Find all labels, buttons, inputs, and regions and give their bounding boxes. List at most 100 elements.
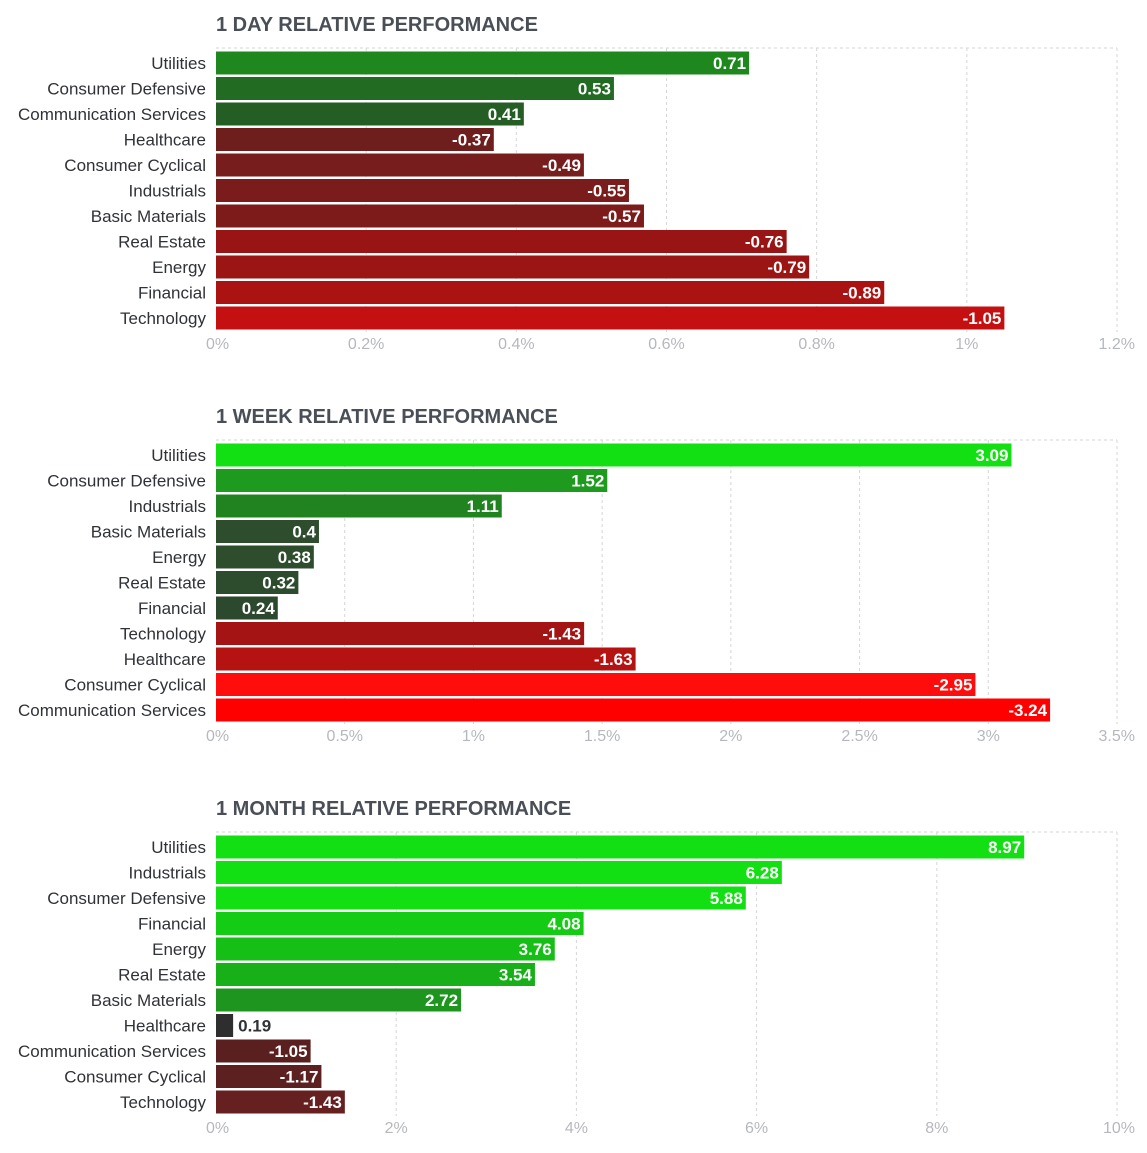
category-label: Real Estate [118,233,206,252]
bar-value-label: -1.63 [594,650,633,669]
bar-value-label: 3.09 [975,446,1008,465]
bar-value-label: 0.32 [262,574,295,593]
category-label: Technology [120,625,207,644]
bar-value-label: -2.95 [934,676,973,695]
bar[interactable] [216,255,810,279]
category-label: Industrials [129,864,206,883]
bar[interactable] [216,77,614,100]
category-label: Consumer Cyclical [64,1068,206,1087]
category-label: Basic Materials [91,523,206,542]
category-label: Energy [152,940,206,959]
x-tick-label: 0.6% [648,336,684,353]
x-tick-label: 3% [977,728,1000,745]
bar[interactable] [216,1039,311,1063]
bar[interactable] [216,622,585,645]
category-label: Real Estate [118,966,206,985]
bar[interactable] [216,153,584,177]
category-label: Utilities [151,838,206,857]
chart-panel: 1 MONTH RELATIVE PERFORMANCE 0% 2% 4% 6% 8% 10… [18,798,1135,1137]
bar[interactable] [216,861,782,884]
bar[interactable] [216,102,524,126]
chart-panel: 1 WEEK RELATIVE PERFORMANCE 0% 0.5% 1% 1.5% 2… [18,406,1135,745]
bar[interactable] [216,1014,234,1037]
bar[interactable] [216,571,299,594]
category-label: Healthcare [124,650,206,669]
bar-value-label: 0.4 [292,523,316,542]
bar-value-label: -1.05 [963,309,1002,328]
bar[interactable] [216,596,278,620]
category-label: Communication Services [18,105,206,124]
x-tick-label: 1% [462,728,485,745]
bar[interactable] [216,128,494,151]
category-label: Technology [120,309,207,328]
bar-value-label: 0.38 [278,548,311,567]
category-label: Consumer Defensive [47,889,206,908]
bar[interactable] [216,520,319,543]
bar-value-label: 6.28 [746,864,779,883]
x-tick-label: 3.5% [1099,728,1135,745]
bar[interactable] [216,673,976,696]
category-label: Communication Services [18,701,206,720]
bar[interactable] [216,179,629,202]
chart-title: 1 DAY RELATIVE PERFORMANCE [216,14,538,36]
bar-value-label: -0.37 [452,131,491,150]
bar[interactable] [216,469,608,492]
bar[interactable] [216,204,644,228]
category-label: Energy [152,258,206,277]
bar[interactable] [216,545,314,569]
category-label: Consumer Defensive [47,472,206,491]
category-label: Industrials [129,497,206,516]
bar-value-label: 0.19 [238,1017,271,1036]
x-tick-label: 0.8% [798,336,834,353]
x-tick-label: 0% [206,1120,229,1137]
bar-value-label: 0.41 [488,105,521,124]
bar[interactable] [216,230,787,253]
category-label: Financial [138,599,206,618]
x-tick-label: 1.2% [1099,336,1135,353]
bar-value-label: -0.89 [842,284,881,303]
bar-value-label: -0.55 [587,182,626,201]
bar[interactable] [216,912,584,935]
bar-value-label: -0.57 [602,207,641,226]
x-tick-label: 4% [565,1120,588,1137]
x-tick-label: 0.4% [498,336,534,353]
bar[interactable] [216,835,1025,859]
bar-value-label: 1.52 [571,472,604,491]
bar-value-label: 0.53 [578,80,611,99]
bar-value-label: -0.76 [745,233,784,252]
bar[interactable] [216,51,750,75]
category-label: Financial [138,284,206,303]
category-label: Consumer Cyclical [64,676,206,695]
bar-value-label: 0.71 [713,54,746,73]
x-tick-label: 6% [745,1120,768,1137]
bar-value-label: 5.88 [710,889,743,908]
bar-value-label: -0.79 [767,258,806,277]
category-label: Communication Services [18,1042,206,1061]
chart-title: 1 MONTH RELATIVE PERFORMANCE [216,798,571,820]
bar[interactable] [216,698,1051,722]
bar[interactable] [216,443,1012,467]
bar[interactable] [216,494,502,518]
bar[interactable] [216,1090,345,1114]
category-label: Healthcare [124,1017,206,1036]
bar-value-label: -0.49 [542,156,581,175]
category-label: Healthcare [124,131,206,150]
bar[interactable] [216,647,636,671]
x-tick-label: 0% [206,728,229,745]
category-label: Basic Materials [91,207,206,226]
bar[interactable] [216,306,1005,330]
bar[interactable] [216,988,462,1012]
bar-value-label: 3.76 [519,940,552,959]
bar[interactable] [216,281,885,304]
bar[interactable] [216,886,746,910]
x-tick-label: 1% [955,336,978,353]
bar[interactable] [216,963,535,986]
bar[interactable] [216,1065,322,1088]
bar-value-label: 8.97 [988,838,1021,857]
bar[interactable] [216,937,555,961]
bar-value-label: 3.54 [499,966,533,985]
bar-value-label: -1.43 [303,1093,342,1112]
x-tick-label: 2% [385,1120,408,1137]
